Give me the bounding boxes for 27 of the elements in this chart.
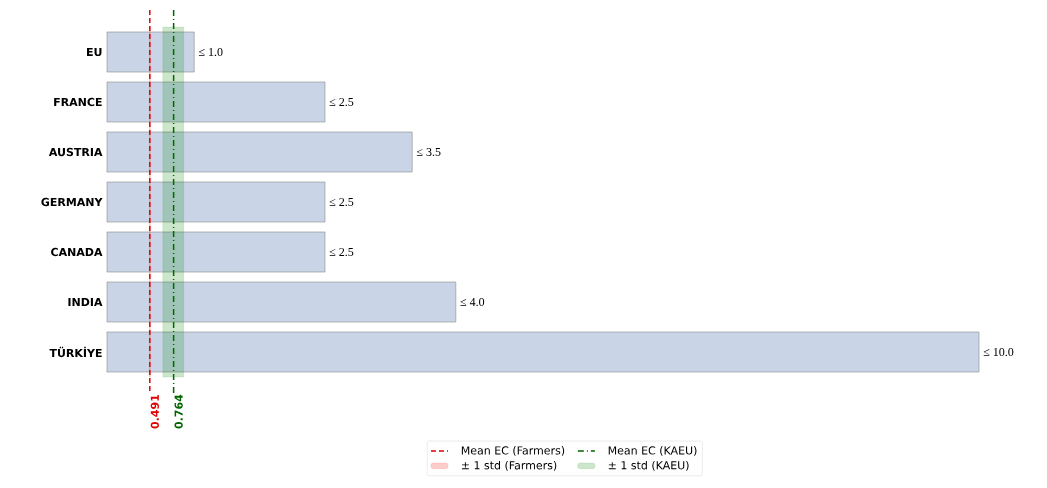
y-tick-label: FRANCE xyxy=(54,97,102,107)
bar xyxy=(106,131,413,173)
legend-label: Mean EC (KAEU) xyxy=(608,446,697,456)
y-tick-label: CANADA xyxy=(51,247,103,257)
data-label: ≤ 2.5 xyxy=(329,97,354,107)
bar xyxy=(106,231,326,273)
data-label: ≤ 10.0 xyxy=(983,347,1014,357)
legend-label: ± 1 std (Farmers) xyxy=(461,460,557,471)
y-tick-label: EU xyxy=(87,47,102,57)
bar xyxy=(106,31,195,73)
legend-label: Mean EC (Farmers) xyxy=(461,446,565,456)
data-label: ≤ 4.0 xyxy=(460,297,485,307)
text: 0.764 xyxy=(174,394,183,429)
text: 0.491 xyxy=(150,394,159,429)
data-label: ≤ 1.0 xyxy=(198,47,223,57)
y-tick-label: INDIA xyxy=(68,298,103,307)
data-label: ≤ 2.5 xyxy=(329,197,354,207)
y-tick-label: GERMANY xyxy=(41,197,103,207)
data-label: ≤ 3.5 xyxy=(416,147,441,157)
legend-label: ± 1 std (KAEU) xyxy=(608,460,689,471)
y-tick-label: TÜRKİYE xyxy=(49,346,102,358)
bar xyxy=(106,331,980,373)
y-tick-label: AUSTRIA xyxy=(48,147,103,157)
bar xyxy=(106,81,326,123)
data-label: ≤ 2.5 xyxy=(329,247,354,257)
bar xyxy=(106,281,457,323)
bar xyxy=(106,181,326,223)
